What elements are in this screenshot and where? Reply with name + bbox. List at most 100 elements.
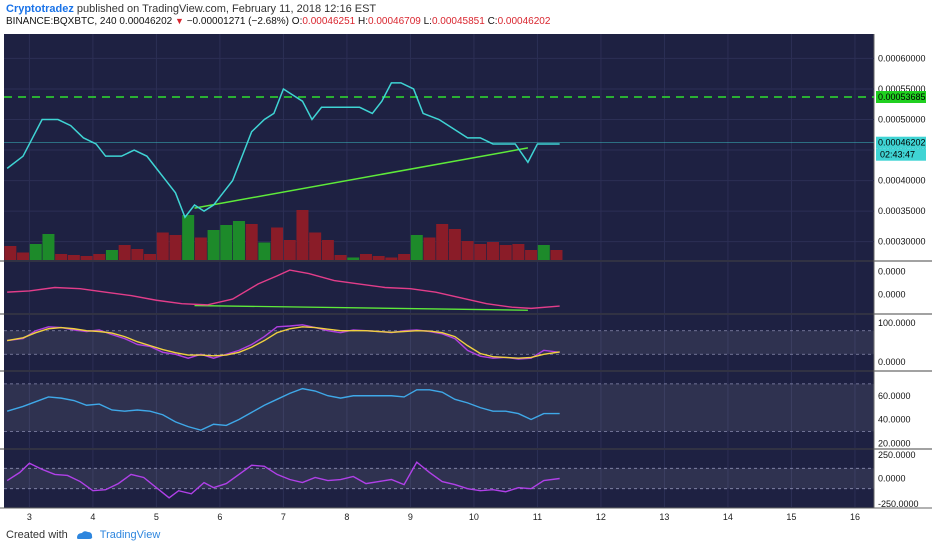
volume-bar bbox=[67, 255, 80, 260]
volume-bar bbox=[17, 252, 30, 260]
current-price-tag bbox=[876, 136, 926, 149]
countdown-label: 02:43:47 bbox=[880, 150, 915, 160]
volume-bar bbox=[537, 245, 550, 260]
footer: Created with TradingView bbox=[6, 529, 160, 541]
indicator-tick-label: 0.0000 bbox=[878, 266, 906, 276]
volume-bar bbox=[169, 235, 182, 260]
volume-bar bbox=[182, 215, 195, 260]
price-tick-label: 0.00030000 bbox=[878, 237, 926, 247]
indicator-tick-label: 0.0000 bbox=[878, 357, 906, 367]
price-tick-label: 0.00035000 bbox=[878, 206, 926, 216]
volume-bar bbox=[245, 224, 258, 260]
volume-bar bbox=[309, 232, 322, 260]
volume-bar bbox=[55, 254, 68, 260]
volume-bar bbox=[372, 256, 385, 260]
countdown-tag bbox=[876, 148, 926, 161]
time-tick-label: 11 bbox=[533, 512, 542, 522]
volume-bar bbox=[512, 244, 525, 260]
indicator-series-line bbox=[7, 326, 560, 359]
volume-bar bbox=[296, 210, 309, 260]
indicator-tick-label: 100.0000 bbox=[878, 318, 916, 328]
price-tick-label: 0.00040000 bbox=[878, 176, 926, 186]
price-tick-label: 0.00060000 bbox=[878, 53, 926, 63]
time-tick-label: 7 bbox=[281, 512, 286, 522]
volume-bar bbox=[118, 245, 131, 260]
volume-bar bbox=[347, 257, 360, 260]
price-tick-label: 0.00055000 bbox=[878, 84, 926, 94]
chart-background bbox=[4, 34, 874, 508]
volume-bar bbox=[80, 256, 93, 260]
down-arrow-icon: ▼ bbox=[175, 16, 184, 26]
volume-bar bbox=[258, 242, 271, 260]
time-tick-label: 9 bbox=[408, 512, 413, 522]
volume-bar bbox=[220, 225, 233, 260]
time-tick-label: 15 bbox=[786, 512, 796, 522]
volume-bar bbox=[448, 229, 461, 260]
indicator-tick-label: 0.0000 bbox=[878, 289, 906, 299]
indicator-tick-label: 40.0000 bbox=[878, 415, 911, 425]
volume-bar bbox=[359, 254, 372, 260]
open-label: O: bbox=[291, 16, 303, 27]
ohlc-legend: BINANCE:BQXBTC, 240 0.00046202 ▼ −0.0000… bbox=[6, 16, 550, 27]
open-value: 0.00046251 bbox=[302, 16, 356, 27]
volume-bar bbox=[385, 257, 398, 260]
tradingview-logo-icon bbox=[76, 531, 92, 539]
high-value: 0.00046709 bbox=[367, 16, 421, 27]
indicator-trendline bbox=[194, 304, 528, 311]
time-tick-label: 10 bbox=[469, 512, 479, 522]
time-tick-label: 12 bbox=[596, 512, 606, 522]
resistance-price-tag bbox=[876, 91, 926, 104]
author-link[interactable]: Cryptotradez bbox=[6, 3, 74, 15]
tradingview-brand-link[interactable]: TradingView bbox=[99, 529, 161, 541]
volume-bar bbox=[283, 240, 296, 260]
price-tick-label: 0.00050000 bbox=[878, 115, 926, 125]
time-tick-label: 14 bbox=[723, 512, 733, 522]
published-text: published on TradingView.com, February 1… bbox=[76, 3, 377, 15]
time-tick-label: 4 bbox=[90, 512, 95, 522]
indicator-tick-label: 0.0000 bbox=[878, 474, 906, 484]
volume-bar bbox=[42, 234, 55, 260]
volume-bar bbox=[131, 249, 144, 260]
resistance-price-label: 0.00053685 bbox=[878, 92, 926, 102]
price-axis-background bbox=[874, 34, 932, 508]
indicator-tick-label: 60.0000 bbox=[878, 391, 911, 401]
low-value: 0.00045851 bbox=[431, 16, 485, 27]
indicator-band bbox=[4, 330, 874, 355]
low-label: L: bbox=[423, 16, 432, 27]
volume-bar bbox=[207, 230, 220, 260]
time-tick-label: 3 bbox=[27, 512, 32, 522]
indicator-series-line bbox=[6, 387, 560, 431]
indicator-tick-label: 20.0000 bbox=[878, 438, 911, 448]
volume-bar bbox=[93, 254, 106, 260]
indicator-series-line bbox=[7, 269, 560, 310]
close-label: C: bbox=[487, 16, 498, 27]
volume-bar bbox=[461, 241, 474, 260]
volume-bar bbox=[550, 250, 563, 260]
symbol-label: BINANCE:BQXBTC, 240 bbox=[6, 16, 117, 27]
time-tick-label: 8 bbox=[344, 512, 349, 522]
volume-bar bbox=[525, 250, 538, 260]
time-tick-label: 6 bbox=[217, 512, 222, 522]
current-price-label: 0.00046202 bbox=[878, 138, 926, 148]
created-with-text: Created with bbox=[6, 529, 68, 541]
support-trendline bbox=[194, 147, 529, 209]
indicator-tick-label: -250.0000 bbox=[878, 499, 919, 509]
indicator-tick-label: 250.0000 bbox=[878, 450, 916, 460]
volume-bar bbox=[29, 244, 42, 260]
close-value: 0.00046202 bbox=[497, 16, 551, 27]
price-line bbox=[6, 82, 560, 219]
volume-bar bbox=[105, 250, 118, 260]
indicator-series-line bbox=[7, 324, 560, 360]
volume-bar bbox=[144, 254, 157, 260]
time-tick-label: 5 bbox=[154, 512, 159, 522]
time-axis-background bbox=[0, 508, 932, 525]
time-tick-label: 16 bbox=[850, 512, 860, 522]
volume-bar bbox=[334, 255, 347, 260]
volume-bar bbox=[232, 221, 245, 260]
chart-header-title: Cryptotradez published on TradingView.co… bbox=[6, 3, 376, 15]
volume-bar bbox=[398, 254, 411, 260]
time-tick-label: 13 bbox=[659, 512, 669, 522]
volume-bar bbox=[321, 240, 334, 260]
price-change: −0.00001271 (−2.68%) bbox=[186, 16, 290, 27]
